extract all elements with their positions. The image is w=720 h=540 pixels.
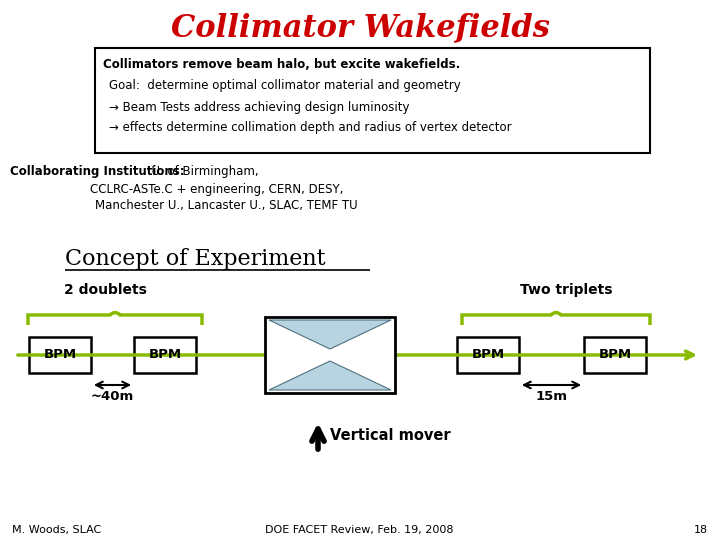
Text: BPM: BPM — [43, 348, 76, 361]
Polygon shape — [269, 320, 391, 349]
Polygon shape — [269, 361, 391, 390]
Text: Manchester U., Lancaster U., SLAC, TEMF TU: Manchester U., Lancaster U., SLAC, TEMF … — [95, 199, 358, 212]
Text: Vertical mover: Vertical mover — [330, 429, 451, 443]
Text: Collimators remove beam halo, but excite wakefields.: Collimators remove beam halo, but excite… — [103, 57, 460, 71]
Bar — [457, 337, 519, 373]
Bar — [29, 337, 91, 373]
Text: BPM: BPM — [598, 348, 631, 361]
Text: BPM: BPM — [148, 348, 181, 361]
Text: Two triplets: Two triplets — [520, 283, 612, 297]
Text: Goal:  determine optimal collimator material and geometry: Goal: determine optimal collimator mater… — [109, 79, 461, 92]
Text: M. Woods, SLAC: M. Woods, SLAC — [12, 525, 102, 535]
Text: Concept of Experiment: Concept of Experiment — [65, 248, 325, 270]
Text: BPM: BPM — [472, 348, 505, 361]
Text: 15m: 15m — [536, 390, 567, 403]
Text: CCLRC-ASTe.C + engineering, CERN, DESY,: CCLRC-ASTe.C + engineering, CERN, DESY, — [90, 183, 343, 195]
Text: 2 doublets: 2 doublets — [63, 283, 146, 297]
Text: Collaborating Institutions:: Collaborating Institutions: — [10, 165, 184, 179]
Text: 18: 18 — [694, 525, 708, 535]
Text: U. of Birmingham,: U. of Birmingham, — [144, 165, 258, 179]
Text: Collimator Wakefields: Collimator Wakefields — [171, 12, 549, 44]
Text: → effects determine collimation depth and radius of vertex detector: → effects determine collimation depth an… — [109, 122, 512, 134]
Bar — [95, 48, 650, 153]
Text: DOE FACET Review, Feb. 19, 2008: DOE FACET Review, Feb. 19, 2008 — [265, 525, 454, 535]
Bar — [134, 337, 196, 373]
Bar — [584, 337, 646, 373]
Text: → Beam Tests address achieving design luminosity: → Beam Tests address achieving design lu… — [109, 100, 410, 113]
Text: ~40m: ~40m — [91, 390, 134, 403]
Bar — [265, 317, 395, 393]
